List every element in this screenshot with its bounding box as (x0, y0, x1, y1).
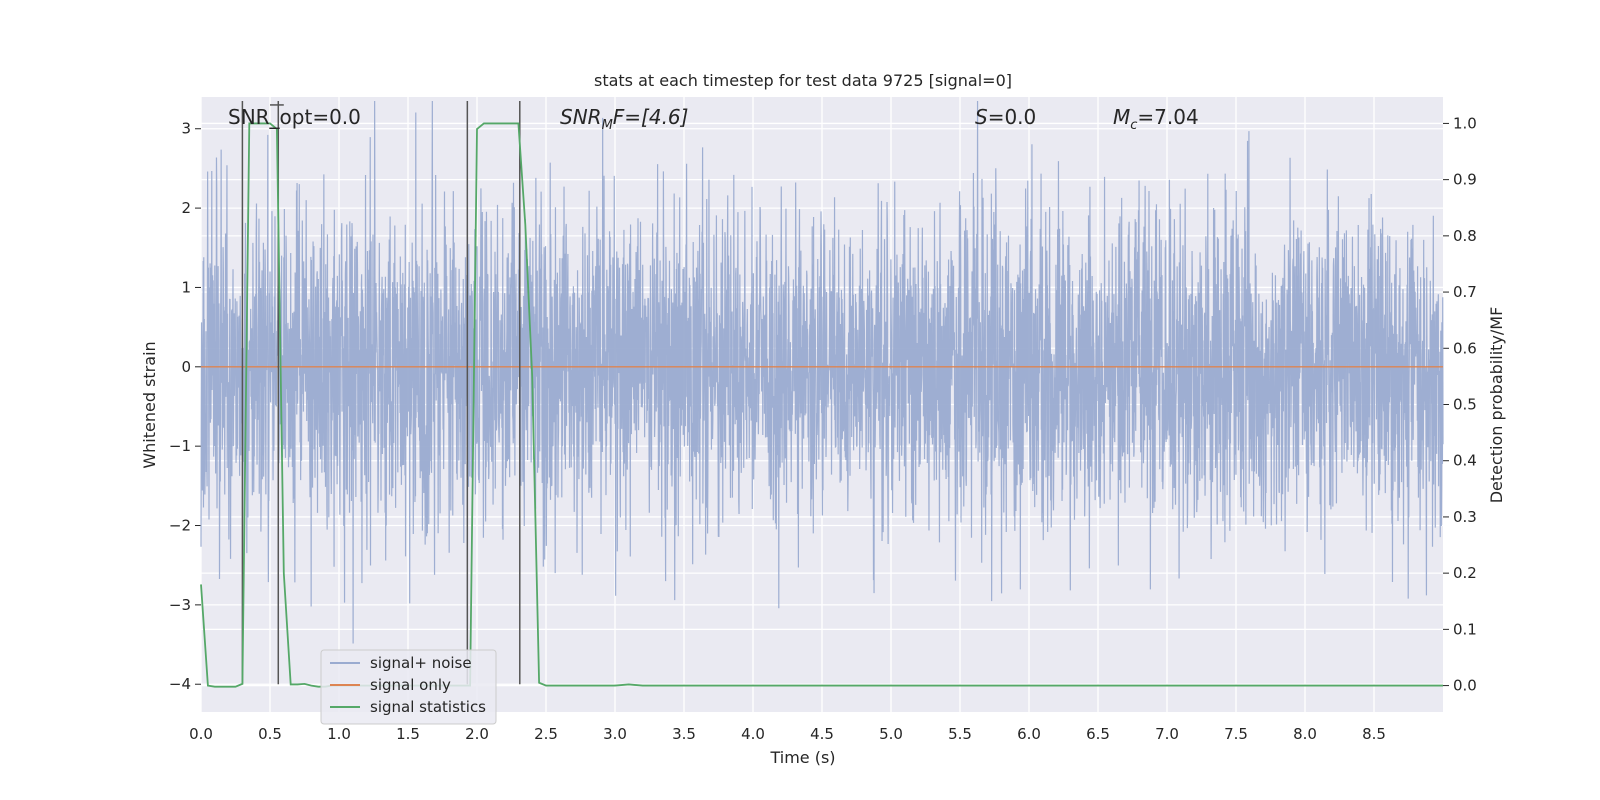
legend-label-signal-statistics: signal statistics (370, 698, 486, 716)
y-tick-label: 0 (181, 358, 191, 376)
y-tick-label: 1 (181, 278, 191, 296)
y-tick-label: 2 (181, 199, 191, 217)
x-tick-label: 3.0 (603, 725, 627, 743)
legend: signal+ noise signal only signal statist… (320, 649, 497, 725)
x-tick-label: 7.0 (1155, 725, 1179, 743)
x-tick-label: 5.0 (879, 725, 903, 743)
y-right-tick-label: 0.9 (1453, 171, 1477, 189)
y-right-tick-label: 0.7 (1453, 283, 1477, 301)
x-tick-label: 8.0 (1293, 725, 1317, 743)
y-right-tick-label: 0.0 (1453, 677, 1477, 695)
x-tick-label: 8.5 (1362, 725, 1386, 743)
x-tick-label: 1.5 (396, 725, 420, 743)
y-tick-label: 3 (181, 120, 191, 138)
y-right-tick-label: 0.6 (1453, 339, 1477, 357)
y-right-tick-label: 0.8 (1453, 227, 1477, 245)
y-right-tick-label: 0.1 (1453, 620, 1477, 638)
y-right-tick-label: 0.3 (1453, 508, 1477, 526)
x-tick-label: 6.5 (1086, 725, 1110, 743)
x-tick-label: 6.0 (1017, 725, 1041, 743)
y-right-tick-label: 0.4 (1453, 452, 1477, 470)
annotation-snr-opt: SNR_opt=0.0 (228, 105, 361, 129)
legend-box (320, 649, 497, 725)
x-tick-label: 4.0 (741, 725, 765, 743)
x-tick-label: 4.5 (810, 725, 834, 743)
series-signal-noise-line (200, 100, 1444, 644)
annotation-snr-mf: SNRMF=[4.6] (560, 105, 688, 133)
legend-label-signal-noise: signal+ noise (370, 654, 472, 672)
x-tick-label: 5.5 (948, 725, 972, 743)
x-axis-label: Time (s) (769, 748, 835, 767)
x-tick-label: 0.0 (189, 725, 213, 743)
plot-area: 0.0 0.5 1.0 1.5 2.0 2.5 3.0 3.5 4.0 4.5 5.0 5.5 6.0 6… (169, 97, 1477, 743)
chart-title: stats at each timestep for test data 972… (594, 71, 1012, 90)
x-tick-label: 3.5 (672, 725, 696, 743)
y-tick-label: −4 (169, 675, 191, 693)
legend-label-signal-only: signal only (370, 676, 451, 694)
y-right-tick-label: 0.2 (1453, 564, 1477, 582)
annotation-mc: Mc=7.04 (1113, 105, 1199, 133)
x-tick-label: 1.0 (327, 725, 351, 743)
x-tick-label: 7.5 (1224, 725, 1248, 743)
y-right-tick-label: 1.0 (1453, 114, 1477, 132)
x-tick-label: 0.5 (258, 725, 282, 743)
y-tick-label: −1 (169, 437, 191, 455)
annotation-s: S=0.0 (975, 105, 1036, 129)
y-right-tick-label: 0.5 (1453, 396, 1477, 414)
x-tick-label: 2.5 (534, 725, 558, 743)
y-axis-right-label: Detection probability/MF (1487, 307, 1506, 504)
x-tick-label: 2.0 (465, 725, 489, 743)
y-tick-label: −2 (169, 517, 191, 535)
y-axis-label: Whitened strain (140, 341, 159, 468)
y-tick-label: −3 (169, 596, 191, 614)
